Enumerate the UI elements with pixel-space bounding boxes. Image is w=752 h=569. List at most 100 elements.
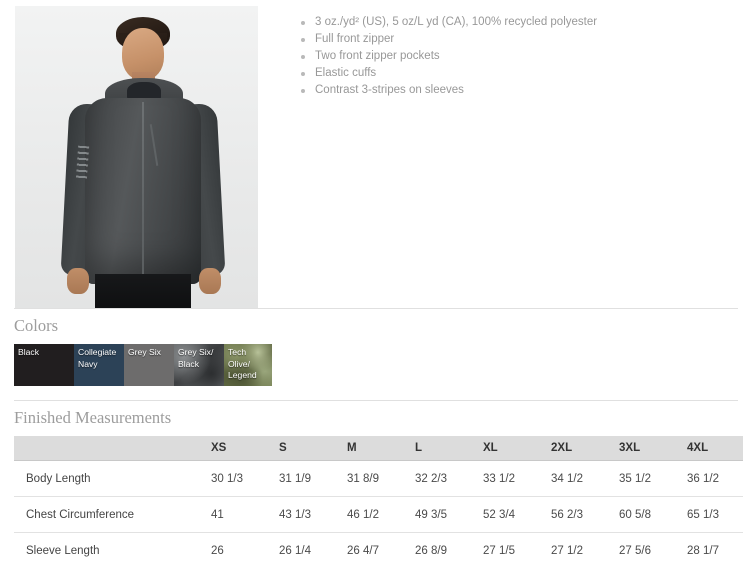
measurement-cell: 52 3/4: [471, 496, 539, 533]
column-header-label: XL: [483, 442, 498, 454]
model-pants: [95, 274, 191, 308]
feature-list-container: 3 oz./yd² (US), 5 oz/L yd (CA), 100% rec…: [298, 14, 752, 99]
column-header-xl: XL: [471, 436, 539, 461]
color-swatch-collegiate-navy[interactable]: Collegiate Navy: [74, 344, 124, 386]
column-header-xs: XS: [199, 436, 267, 461]
measurement-cell: 27 5/6: [607, 533, 675, 569]
measurement-value: 33 1/2: [483, 472, 515, 485]
feature-item: Contrast 3-stripes on sleeves: [298, 82, 752, 99]
jacket-hood-lining: [127, 82, 161, 102]
column-header-label: L: [415, 442, 423, 454]
measurements-table-container: XS S M L XL 2XL 3XL 4XL Body Length 30 1…: [14, 436, 743, 568]
row-label-body-length: Body Length: [14, 460, 199, 497]
column-header-l: L: [403, 436, 471, 461]
row-label: Body Length: [26, 472, 91, 485]
measurement-value: 35 1/2: [619, 472, 651, 485]
measurement-cell: 34 1/2: [539, 460, 607, 497]
column-header-4xl: 4XL: [675, 436, 743, 461]
table-row: Chest Circumference 41 43 1/3 46 1/2 49 …: [14, 496, 743, 533]
measurement-value: 49 3/5: [415, 508, 447, 521]
column-header-3xl: 3XL: [607, 436, 675, 461]
measurement-value: 27 1/2: [551, 544, 583, 557]
table-row: Sleeve Length 26 26 1/4 26 4/7 26 8/9 27…: [14, 533, 743, 569]
measurement-value: 56 2/3: [551, 508, 583, 521]
color-swatch-grey-six[interactable]: Grey Six: [124, 344, 174, 386]
row-label: Chest Circumference: [26, 508, 135, 521]
measurement-value: 26 8/9: [415, 544, 447, 557]
measurement-value: 31 1/9: [279, 472, 311, 485]
colors-section-divider: [14, 308, 738, 309]
measurement-cell: 65 1/3: [675, 496, 743, 533]
color-swatch-label: Grey Six: [128, 347, 161, 357]
measurement-cell: 28 1/7: [675, 533, 743, 569]
measurement-value: 27 1/5: [483, 544, 515, 557]
measurement-cell: 26 1/4: [267, 533, 335, 569]
color-swatch-grey-six-black[interactable]: Grey Six/ Black: [174, 344, 224, 386]
measurement-cell: 30 1/3: [199, 460, 267, 497]
measurement-value: 65 1/3: [687, 508, 719, 521]
column-header-2xl: 2XL: [539, 436, 607, 461]
measurement-value: 26 1/4: [279, 544, 311, 557]
measurements-section-divider: [14, 400, 738, 401]
measurement-cell: 31 1/9: [267, 460, 335, 497]
measurement-value: 31 8/9: [347, 472, 379, 485]
color-swatch-list: Black Collegiate Navy Grey Six Grey Six/…: [14, 344, 272, 386]
measurements-table-body: Body Length 30 1/3 31 1/9 31 8/9 32 2/3 …: [14, 460, 743, 569]
measurement-cell: 41: [199, 496, 267, 533]
model-left-hand: [67, 268, 89, 294]
measurement-value: 28 1/7: [687, 544, 719, 557]
measurement-value: 34 1/2: [551, 472, 583, 485]
row-label-chest-circumference: Chest Circumference: [14, 496, 199, 533]
measurement-value: 52 3/4: [483, 508, 515, 521]
color-swatch-label: Black: [18, 347, 40, 357]
measurement-cell: 27 1/5: [471, 533, 539, 569]
jacket-front-zipper: [142, 102, 144, 280]
table-row: Body Length 30 1/3 31 1/9 31 8/9 32 2/3 …: [14, 460, 743, 497]
measurements-table-head: XS S M L XL 2XL 3XL 4XL: [14, 436, 743, 461]
measurement-value: 26: [211, 544, 224, 557]
measurement-value: 43 1/3: [279, 508, 311, 521]
measurement-cell: 26: [199, 533, 267, 569]
color-swatch-tech-olive-legend[interactable]: Tech Olive/ Legend: [224, 344, 272, 386]
feature-item: Two front zipper pockets: [298, 48, 752, 65]
column-header-label: 4XL: [687, 442, 709, 454]
column-header-label: XS: [211, 442, 227, 454]
colors-heading: Colors: [14, 316, 59, 335]
measurements-heading: Finished Measurements: [14, 408, 172, 427]
measurement-cell: 33 1/2: [471, 460, 539, 497]
product-feature-list: 3 oz./yd² (US), 5 oz/L yd (CA), 100% rec…: [298, 14, 752, 99]
measurement-cell: 46 1/2: [335, 496, 403, 533]
measurement-value: 60 5/8: [619, 508, 651, 521]
color-swatch-label: Collegiate Navy: [78, 347, 117, 369]
color-swatch-black[interactable]: Black: [14, 344, 74, 386]
measurement-cell: 43 1/3: [267, 496, 335, 533]
measurement-cell: 27 1/2: [539, 533, 607, 569]
measurement-value: 46 1/2: [347, 508, 379, 521]
measurement-value: 27 5/6: [619, 544, 651, 557]
measurement-cell: 56 2/3: [539, 496, 607, 533]
column-header-label: 3XL: [619, 442, 641, 454]
feature-item: 3 oz./yd² (US), 5 oz/L yd (CA), 100% rec…: [298, 14, 752, 31]
column-header-label: S: [279, 442, 287, 454]
product-overview: 3 oz./yd² (US), 5 oz/L yd (CA), 100% rec…: [15, 6, 752, 308]
product-photo[interactable]: [15, 6, 258, 308]
measurement-cell: 26 8/9: [403, 533, 471, 569]
measurement-value: 36 1/2: [687, 472, 719, 485]
measurement-cell: 26 4/7: [335, 533, 403, 569]
measurement-cell: 32 2/3: [403, 460, 471, 497]
measurement-cell: 49 3/5: [403, 496, 471, 533]
feature-item: Elastic cuffs: [298, 65, 752, 82]
measurement-cell: 31 8/9: [335, 460, 403, 497]
measurement-cell: 60 5/8: [607, 496, 675, 533]
column-header-label: M: [347, 442, 357, 454]
column-header-m: M: [335, 436, 403, 461]
color-swatch-label: Grey Six/ Black: [178, 347, 214, 369]
measurement-value: 32 2/3: [415, 472, 447, 485]
column-header-label: 2XL: [551, 442, 573, 454]
column-header-s: S: [267, 436, 335, 461]
feature-item: Full front zipper: [298, 31, 752, 48]
row-label-sleeve-length: Sleeve Length: [14, 533, 199, 569]
table-header-row: XS S M L XL 2XL 3XL 4XL: [14, 436, 743, 461]
measurement-cell: 36 1/2: [675, 460, 743, 497]
measurement-value: 26 4/7: [347, 544, 379, 557]
